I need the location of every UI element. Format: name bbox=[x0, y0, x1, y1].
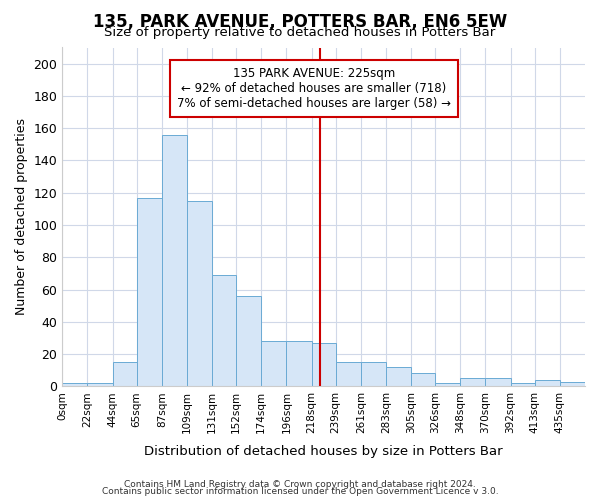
Bar bbox=[386, 367, 411, 386]
Text: 135, PARK AVENUE, POTTERS BAR, EN6 5EW: 135, PARK AVENUE, POTTERS BAR, EN6 5EW bbox=[93, 12, 507, 30]
Bar bbox=[460, 378, 485, 386]
Bar bbox=[212, 275, 236, 386]
Y-axis label: Number of detached properties: Number of detached properties bbox=[15, 118, 28, 316]
Bar bbox=[62, 383, 88, 386]
Bar bbox=[435, 383, 460, 386]
Text: Size of property relative to detached houses in Potters Bar: Size of property relative to detached ho… bbox=[104, 26, 496, 39]
Bar bbox=[535, 380, 560, 386]
Text: Contains public sector information licensed under the Open Government Licence v : Contains public sector information licen… bbox=[101, 488, 499, 496]
Bar bbox=[286, 341, 311, 386]
Bar bbox=[113, 362, 137, 386]
Bar bbox=[88, 383, 113, 386]
Bar bbox=[361, 362, 386, 386]
Bar bbox=[560, 382, 585, 386]
Bar bbox=[335, 362, 361, 386]
Bar bbox=[162, 134, 187, 386]
Text: Contains HM Land Registry data © Crown copyright and database right 2024.: Contains HM Land Registry data © Crown c… bbox=[124, 480, 476, 489]
Bar bbox=[485, 378, 511, 386]
Text: 135 PARK AVENUE: 225sqm
← 92% of detached houses are smaller (718)
7% of semi-de: 135 PARK AVENUE: 225sqm ← 92% of detache… bbox=[177, 67, 451, 110]
X-axis label: Distribution of detached houses by size in Potters Bar: Distribution of detached houses by size … bbox=[145, 444, 503, 458]
Bar bbox=[187, 201, 212, 386]
Bar bbox=[236, 296, 262, 386]
Bar bbox=[311, 343, 335, 386]
Bar bbox=[262, 341, 286, 386]
Bar bbox=[137, 198, 162, 386]
Bar bbox=[411, 374, 435, 386]
Bar bbox=[511, 383, 535, 386]
